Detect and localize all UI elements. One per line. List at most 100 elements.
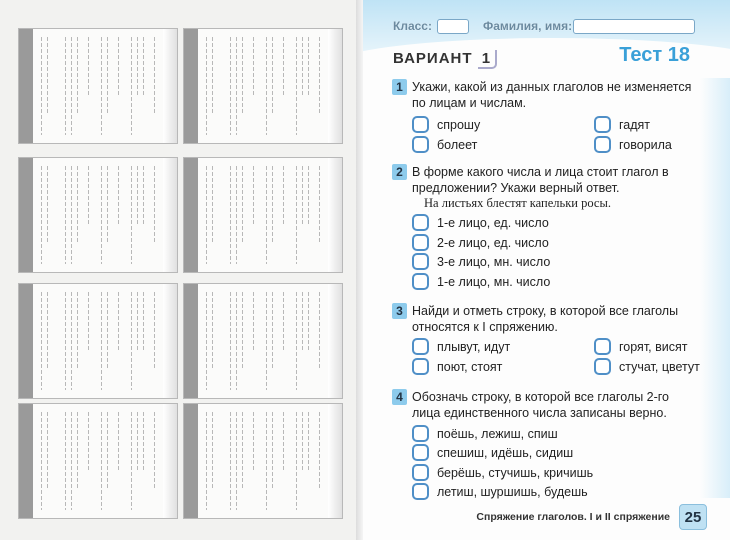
- question-number: 1: [392, 79, 407, 95]
- thumbnail-decoration: [163, 284, 177, 398]
- answer-option[interactable]: болеет: [412, 136, 477, 153]
- checkbox[interactable]: [412, 234, 429, 251]
- class-label: Класс:: [393, 19, 432, 33]
- checkbox[interactable]: [412, 273, 429, 290]
- thumbnail-header-strip: [184, 158, 198, 272]
- question-number: 3: [392, 303, 407, 319]
- checkbox[interactable]: [412, 464, 429, 481]
- thumbnail-text: [41, 166, 156, 264]
- page-thumbnail: [18, 28, 178, 144]
- page-thumbnail: [18, 403, 178, 519]
- checkbox[interactable]: [594, 338, 611, 355]
- page-thumbnail: [18, 157, 178, 273]
- checkbox[interactable]: [412, 483, 429, 500]
- page-number: 25: [679, 504, 707, 530]
- option-label: поёшь, лежиш, спиш: [437, 426, 558, 441]
- thumbnail-text: [206, 412, 321, 510]
- checkbox[interactable]: [594, 358, 611, 375]
- checkbox[interactable]: [412, 136, 429, 153]
- thumbnail-header-strip: [19, 284, 33, 398]
- thumbnail-header-strip: [19, 158, 33, 272]
- thumbnail-header-strip: [19, 404, 33, 518]
- thumbnail-text: [206, 37, 321, 135]
- example-sentence: На листьях блестят капельки росы.: [424, 196, 612, 210]
- section-title: Спряжение глаголов. I и II спряжение: [476, 511, 670, 523]
- book-spine: [356, 0, 366, 540]
- checkbox[interactable]: [412, 338, 429, 355]
- checkbox[interactable]: [412, 116, 429, 133]
- page-thumbnail: [183, 28, 343, 144]
- option-label: берёшь, стучишь, кричишь: [437, 465, 594, 480]
- option-label: летиш, шуршишь, будешь: [437, 484, 588, 499]
- question-text: Обозначь строку, в которой все глаголы 2…: [412, 390, 670, 420]
- answer-option[interactable]: спрошу: [412, 116, 480, 133]
- checkbox[interactable]: [412, 425, 429, 442]
- thumbnail-header-strip: [184, 284, 198, 398]
- thumbnail-text: [41, 412, 156, 510]
- checkbox[interactable]: [412, 358, 429, 375]
- answer-option[interactable]: летиш, шуршишь, будешь: [412, 483, 588, 500]
- variant-number: 1: [477, 50, 498, 69]
- answer-option[interactable]: плывут, идут: [412, 338, 510, 355]
- checkbox[interactable]: [412, 444, 429, 461]
- name-label: Фамилия, имя:: [483, 19, 573, 33]
- question-number: 2: [392, 164, 407, 180]
- thumbnail-text: [206, 166, 321, 264]
- answer-option[interactable]: поют, стоят: [412, 358, 502, 375]
- answer-option[interactable]: стучат, цветут: [594, 358, 700, 375]
- option-label: 3-е лицо, мн. число: [437, 254, 551, 269]
- name-field[interactable]: [573, 19, 695, 34]
- thumbnail-decoration: [163, 158, 177, 272]
- checkbox[interactable]: [594, 116, 611, 133]
- answer-option[interactable]: 3-е лицо, мн. число: [412, 253, 550, 270]
- answer-option[interactable]: говорила: [594, 136, 672, 153]
- thumbnail-header-strip: [184, 404, 198, 518]
- answer-option[interactable]: горят, висят: [594, 338, 687, 355]
- option-label: стучат, цветут: [619, 359, 700, 374]
- thumbnail-decoration: [163, 404, 177, 518]
- variant-label: ВАРИАНТ: [393, 50, 473, 67]
- left-page-thumbnails: [0, 0, 360, 540]
- option-label: 1-е лицо, ед. число: [437, 215, 549, 230]
- side-decoration: [700, 78, 730, 498]
- thumbnail-text: [206, 292, 321, 390]
- thumbnail-header-strip: [19, 29, 33, 143]
- thumbnail-decoration: [328, 29, 342, 143]
- answer-option[interactable]: 2-е лицо, ед. число: [412, 234, 549, 251]
- thumbnail-decoration: [328, 284, 342, 398]
- thumbnail-text: [41, 37, 156, 135]
- thumbnail-header-strip: [184, 29, 198, 143]
- option-label: плывут, идут: [437, 339, 511, 354]
- option-label: поют, стоят: [437, 359, 503, 374]
- answer-option[interactable]: поёшь, лежиш, спиш: [412, 425, 558, 442]
- option-label: горят, висят: [619, 339, 688, 354]
- thumbnail-decoration: [163, 29, 177, 143]
- answer-option[interactable]: берёшь, стучишь, кричишь: [412, 464, 593, 481]
- answer-option[interactable]: спешиш, идёшь, сидиш: [412, 444, 573, 461]
- question-text: Найди и отметь строку, в которой все гла…: [412, 304, 679, 334]
- option-label: гадят: [619, 117, 651, 132]
- question-text: В форме какого числа и лица стоит глагол…: [412, 165, 669, 195]
- wave-shape: [363, 38, 730, 98]
- checkbox[interactable]: [594, 136, 611, 153]
- checkbox[interactable]: [412, 253, 429, 270]
- right-page: Класс: Фамилия, имя: ВАРИАНТ 1 Тест 18 1…: [363, 0, 730, 540]
- answer-option[interactable]: 1-е лицо, ед. число: [412, 214, 549, 231]
- thumbnail-decoration: [328, 404, 342, 518]
- class-field[interactable]: [437, 19, 469, 34]
- option-label: 1-е лицо, мн. число: [437, 274, 551, 289]
- thumbnail-text: [41, 292, 156, 390]
- option-label: болеет: [437, 137, 478, 152]
- question-text: Укажи, какой из данных глаголов не измен…: [412, 80, 692, 110]
- question-number: 4: [392, 389, 407, 405]
- page-thumbnail: [183, 283, 343, 399]
- page-thumbnail: [183, 403, 343, 519]
- page-thumbnail: [18, 283, 178, 399]
- option-label: спрошу: [437, 117, 481, 132]
- checkbox[interactable]: [412, 214, 429, 231]
- variant-heading: ВАРИАНТ 1: [393, 50, 498, 69]
- answer-option[interactable]: гадят: [594, 116, 650, 133]
- page-thumbnail: [183, 157, 343, 273]
- option-label: говорила: [619, 137, 672, 152]
- answer-option[interactable]: 1-е лицо, мн. число: [412, 273, 550, 290]
